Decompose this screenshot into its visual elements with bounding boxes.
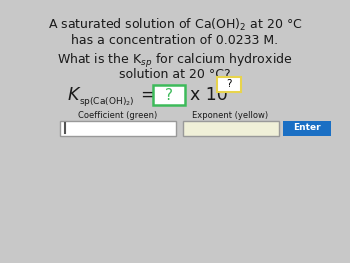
FancyBboxPatch shape bbox=[282, 120, 330, 135]
Text: solution at 20 °C?: solution at 20 °C? bbox=[119, 68, 231, 82]
Text: Enter: Enter bbox=[293, 124, 320, 133]
FancyBboxPatch shape bbox=[217, 77, 241, 92]
FancyBboxPatch shape bbox=[60, 120, 175, 135]
Text: Exponent (yellow): Exponent (yellow) bbox=[193, 110, 268, 119]
FancyBboxPatch shape bbox=[182, 120, 279, 135]
Text: Coefficient (green): Coefficient (green) bbox=[78, 110, 157, 119]
Text: ?: ? bbox=[165, 88, 173, 103]
Text: sp(Ca(OH)$_2$): sp(Ca(OH)$_2$) bbox=[79, 95, 135, 109]
Text: ?: ? bbox=[226, 79, 232, 89]
Text: A saturated solution of Ca(OH)$_2$ at 20 °C: A saturated solution of Ca(OH)$_2$ at 20… bbox=[48, 17, 302, 33]
Text: K: K bbox=[68, 86, 79, 104]
Text: =: = bbox=[140, 86, 154, 104]
Text: What is the K$_{sp}$ for calcium hydroxide: What is the K$_{sp}$ for calcium hydroxi… bbox=[57, 52, 293, 70]
Text: x 10: x 10 bbox=[190, 86, 228, 104]
FancyBboxPatch shape bbox=[153, 85, 185, 105]
Text: has a concentration of 0.0233 M.: has a concentration of 0.0233 M. bbox=[71, 34, 279, 48]
